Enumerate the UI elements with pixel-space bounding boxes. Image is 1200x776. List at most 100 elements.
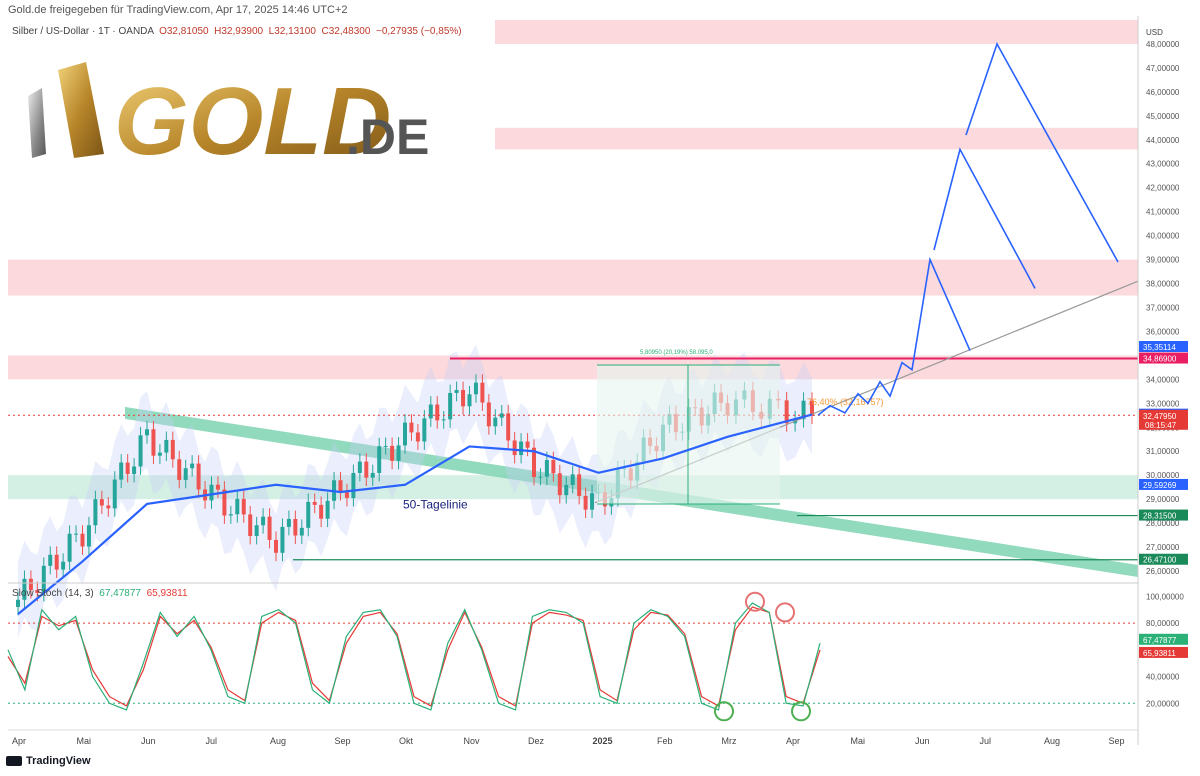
candle-body: [493, 417, 498, 427]
candle-body: [377, 446, 382, 473]
candle-body: [183, 468, 188, 480]
ohlc-high: H32,93900: [214, 26, 264, 37]
price-tick-label: 38,00000: [1146, 280, 1180, 289]
candle-body: [583, 495, 588, 510]
candle-body: [448, 392, 453, 420]
price-tick-label: 41,00000: [1146, 208, 1180, 217]
candle-body: [325, 500, 330, 519]
stoch-highlight-circle: [714, 701, 734, 722]
price-label-box: [1139, 409, 1188, 430]
candle-body: [784, 400, 789, 424]
time-tick-label: Mrz: [722, 736, 737, 746]
price-tick-label: 39,00000: [1146, 256, 1180, 265]
ohlc-change: −0,27935 (−0,85%): [375, 26, 462, 37]
price-zones: [8, 20, 1138, 500]
fib-label: 76,40% (32,16757): [807, 397, 884, 407]
candle-body: [396, 445, 401, 461]
candle-body: [590, 493, 595, 510]
time-tick-label: Jul: [980, 736, 992, 746]
candle-body: [441, 419, 446, 421]
price-tick-label: 27,00000: [1146, 543, 1180, 552]
forecast-path: [817, 256, 971, 416]
candle-body: [261, 516, 266, 526]
zone-2: [8, 259, 1138, 296]
price-tick-label: 45,00000: [1146, 112, 1180, 121]
candle-body: [274, 539, 278, 553]
time-tick-label: Apr: [12, 736, 26, 746]
candle-body: [312, 501, 317, 505]
price-label-box: [1139, 340, 1188, 352]
stoch-tick-label: 80,00000: [1146, 619, 1180, 628]
candle-body: [506, 413, 511, 441]
price-label-box: [1139, 553, 1188, 565]
time-tick-label: Dez: [528, 736, 545, 746]
time-tick-label: Mai: [851, 736, 866, 746]
candle-body: [190, 463, 195, 469]
candle-body: [390, 445, 395, 461]
zone-1: [495, 127, 1138, 150]
candle-body: [564, 484, 569, 496]
price-label-text: 35,35114: [1143, 343, 1176, 352]
symbol-legend: Silber / US-Dollar · 1T · OANDA O32,8105…: [12, 26, 462, 37]
time-tick-label: Mai: [77, 736, 92, 746]
stochastic-legend: Slow Stoch (14, 3) 67,47877 65,93811: [12, 588, 188, 599]
price-tick-label: 40,00000: [1146, 232, 1180, 241]
candle-body: [422, 418, 427, 442]
stoch-name: Slow Stoch (14, 3): [12, 588, 94, 599]
candle-body: [267, 516, 272, 540]
price-label-box: [1139, 509, 1188, 521]
candle-body: [112, 479, 117, 509]
time-tick-label: Jul: [206, 736, 218, 746]
stoch-k-box: [1139, 633, 1188, 645]
candle-body: [319, 504, 324, 519]
sma50-label: 50-Tagelinie: [403, 498, 468, 512]
candle-body: [48, 554, 53, 566]
ohlc-open: O32,81050: [159, 26, 209, 37]
range-label: 5,80950 (20,19%) 58.095,0: [640, 350, 713, 356]
candle-body: [512, 440, 517, 456]
price-tick-label: 48,00000: [1146, 40, 1180, 49]
ohlc-close: C32,48300: [321, 26, 371, 37]
candle-body: [125, 462, 130, 475]
candle-body: [99, 499, 104, 506]
candle-body: [67, 533, 72, 562]
price-tick-label: 46,00000: [1146, 88, 1180, 97]
price-label-text: 28,31500: [1143, 512, 1177, 521]
price-tick-label: 33,00000: [1146, 399, 1180, 408]
candle-body: [16, 599, 20, 607]
price-tick-label: 31,00000: [1146, 447, 1180, 456]
candle-body: [132, 466, 137, 475]
publish-info: Gold.de freigegeben für TradingView.com,…: [8, 4, 348, 16]
zone-0: [495, 20, 1138, 44]
candle-body: [80, 533, 85, 547]
price-axis-unit: USD: [1146, 28, 1163, 37]
price-label-text: 29,59269: [1143, 481, 1177, 490]
stoch-d-box-label: 65,93811: [1143, 649, 1176, 658]
stoch-d-box: [1139, 646, 1188, 658]
stoch-d-line: [7, 606, 821, 707]
time-tick-label: Feb: [657, 736, 673, 746]
candle-body: [383, 445, 388, 447]
candle-body: [370, 472, 375, 478]
price-axis: USD 26,00000 27,00000 28,00000 29,00000 30,00…: [1137, 16, 1188, 745]
candle-body: [428, 404, 433, 419]
gold-de-logo: GOLD .DE: [28, 62, 429, 162]
stoch-d-value: 65,93811: [146, 588, 188, 599]
candle-body: [280, 526, 285, 553]
stoch-tick-label: 40,00000: [1146, 673, 1180, 682]
price-tick-label: 36,00000: [1146, 327, 1180, 336]
candle-body: [306, 501, 311, 528]
candle-body: [364, 461, 369, 478]
zone-3: [8, 355, 1138, 380]
price-tick-label: 47,00000: [1146, 64, 1180, 73]
candle-body: [480, 382, 485, 403]
time-tick-label: Jun: [141, 736, 156, 746]
candle-body: [145, 429, 149, 436]
candle-body: [196, 463, 201, 490]
candle-body: [454, 389, 459, 393]
overlays: 5,80950 (20,19%) 58.095,0 76,40% (32,1675…: [8, 41, 1139, 615]
stoch-highlight-circle: [775, 602, 795, 623]
candle-body: [54, 554, 59, 570]
candle-body: [215, 484, 220, 490]
